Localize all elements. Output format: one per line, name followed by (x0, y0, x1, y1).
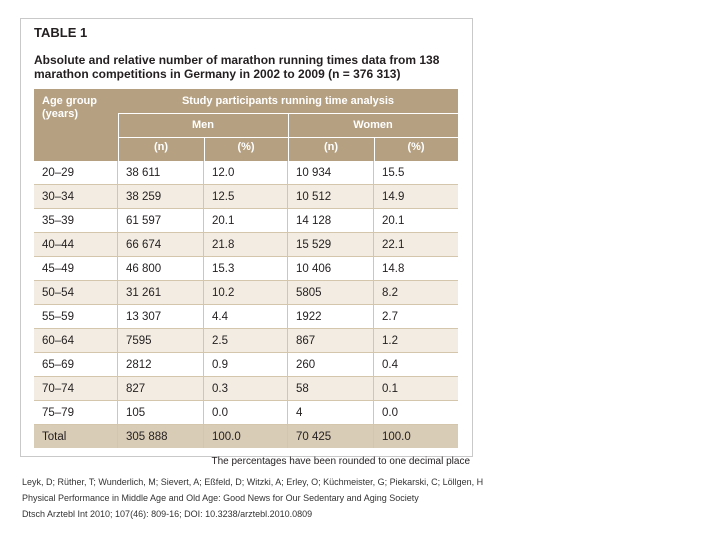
men-n-cell: 31 261 (118, 281, 204, 304)
men-n-cell: 13 307 (118, 305, 204, 328)
age-cell: 35–39 (34, 209, 118, 232)
men-pct-cell: 4.4 (204, 305, 288, 328)
women-n-cell: 260 (288, 353, 374, 376)
table-header: Age group (years) Study participants run… (34, 89, 458, 161)
table-row: 75–79 105 0.0 4 0.0 (34, 401, 458, 425)
men-header: Men (192, 119, 214, 131)
women-pct-header: (%) (407, 141, 425, 153)
total-label-cell: Total (34, 425, 118, 448)
men-n-cell: 46 800 (118, 257, 204, 280)
total-women-pct-cell: 100.0 (382, 430, 411, 443)
men-pct-cell: 12.0 (204, 161, 288, 184)
table-body: 20–29 38 611 12.0 10 934 15.5 30–34 38 2… (34, 161, 458, 448)
women-pct-cell: 20.1 (382, 214, 405, 227)
table-row: 20–29 38 611 12.0 10 934 15.5 (34, 161, 458, 185)
women-pct-cell: 14.9 (382, 190, 405, 203)
age-cell: 40–44 (34, 233, 118, 256)
header-divider (374, 137, 375, 161)
age-cell: 60–64 (34, 329, 118, 352)
study-header: Study participants running time analysis (181, 95, 395, 107)
table-row: 30–34 38 259 12.5 10 512 14.9 (34, 185, 458, 209)
table-row: 60–64 7595 2.5 867 1.2 (34, 329, 458, 353)
men-pct-cell: 0.3 (204, 377, 288, 400)
age-group-header-line-1: Age group (42, 95, 97, 107)
women-pct-cell: 0.4 (382, 358, 398, 371)
men-n-cell: 66 674 (118, 233, 204, 256)
header-divider (204, 137, 205, 161)
women-n-header: (n) (323, 141, 339, 153)
women-pct-cell: 14.8 (382, 262, 405, 275)
citation-authors: Leyk, D; Rüther, T; Wunderlich, M; Sieve… (22, 477, 484, 487)
table-row: 70–74 827 0.3 58 0.1 (34, 377, 458, 401)
age-cell: 50–54 (34, 281, 118, 304)
women-pct-cell: 0.1 (382, 382, 398, 395)
table-row: 65–69 2812 0.9 260 0.4 (34, 353, 458, 377)
citation-title: Physical Performance in Middle Age and O… (22, 493, 419, 503)
men-n-cell: 827 (118, 377, 204, 400)
data-table: Age group (years) Study participants run… (34, 89, 458, 448)
table-figure: TABLE 1 Absolute and relative number of … (20, 18, 473, 467)
table-row: 40–44 66 674 21.8 15 529 22.1 (34, 233, 458, 257)
women-n-cell: 1922 (288, 305, 374, 328)
women-n-cell: 4 (288, 401, 374, 424)
age-cell: 30–34 (34, 185, 118, 208)
citation-source: Dtsch Arztebl Int 2010; 107(46): 809-16;… (22, 509, 313, 519)
total-women-n-cell: 70 425 (288, 425, 374, 448)
men-pct-cell: 20.1 (204, 209, 288, 232)
women-header: Women (353, 119, 393, 131)
men-pct-cell: 10.2 (204, 281, 288, 304)
men-pct-cell: 21.8 (204, 233, 288, 256)
table-row: 50–54 31 261 10.2 5805 8.2 (34, 281, 458, 305)
men-n-cell: 7595 (118, 329, 204, 352)
men-n-cell: 61 597 (118, 209, 204, 232)
age-cell: 55–59 (34, 305, 118, 328)
men-pct-cell: 0.9 (204, 353, 288, 376)
women-n-cell: 867 (288, 329, 374, 352)
heading-line-1: Absolute and relative number of marathon… (34, 53, 440, 67)
women-n-cell: 5805 (288, 281, 374, 304)
men-pct-cell: 2.5 (204, 329, 288, 352)
men-pct-cell: 15.3 (204, 257, 288, 280)
total-row: Total 305 888 100.0 70 425 100.0 (34, 425, 458, 448)
age-cell: 70–74 (34, 377, 118, 400)
table-row: 55–59 13 307 4.4 1922 2.7 (34, 305, 458, 329)
header-rule (118, 113, 458, 114)
women-pct-cell: 15.5 (382, 166, 405, 179)
age-cell: 20–29 (34, 161, 118, 184)
men-n-cell: 105 (118, 401, 204, 424)
men-n-cell: 38 611 (118, 161, 204, 184)
men-pct-header: (%) (237, 141, 255, 153)
men-pct-cell: 12.5 (204, 185, 288, 208)
women-pct-cell: 8.2 (382, 286, 398, 299)
men-n-header: (n) (153, 141, 169, 153)
age-cell: 65–69 (34, 353, 118, 376)
total-men-pct-cell: 100.0 (204, 425, 288, 448)
header-rule (118, 137, 458, 138)
age-cell: 75–79 (34, 401, 118, 424)
table-footnote: The percentages have been rounded to one… (211, 456, 470, 467)
heading-line-2: marathon competitions in Germany in 2002… (34, 67, 401, 81)
women-n-cell: 10 406 (288, 257, 374, 280)
women-n-cell: 14 128 (288, 209, 374, 232)
women-n-cell: 58 (288, 377, 374, 400)
citation: Leyk, D; Rüther, T; Wunderlich, M; Sieve… (22, 474, 483, 522)
age-cell: 45–49 (34, 257, 118, 280)
table-label: TABLE 1 (34, 25, 88, 40)
men-n-cell: 2812 (118, 353, 204, 376)
women-pct-cell: 0.0 (382, 406, 398, 419)
women-pct-cell: 2.7 (382, 310, 398, 323)
women-n-cell: 10 934 (288, 161, 374, 184)
men-n-cell: 38 259 (118, 185, 204, 208)
men-pct-cell: 0.0 (204, 401, 288, 424)
total-men-n-cell: 305 888 (118, 425, 204, 448)
women-pct-cell: 22.1 (382, 238, 405, 251)
age-group-header-line-2: (years) (42, 108, 79, 120)
table-heading: Absolute and relative number of marathon… (34, 53, 454, 81)
table-row: 35–39 61 597 20.1 14 128 20.1 (34, 209, 458, 233)
table-row: 45–49 46 800 15.3 10 406 14.8 (34, 257, 458, 281)
women-n-cell: 15 529 (288, 233, 374, 256)
women-n-cell: 10 512 (288, 185, 374, 208)
women-pct-cell: 1.2 (382, 334, 398, 347)
